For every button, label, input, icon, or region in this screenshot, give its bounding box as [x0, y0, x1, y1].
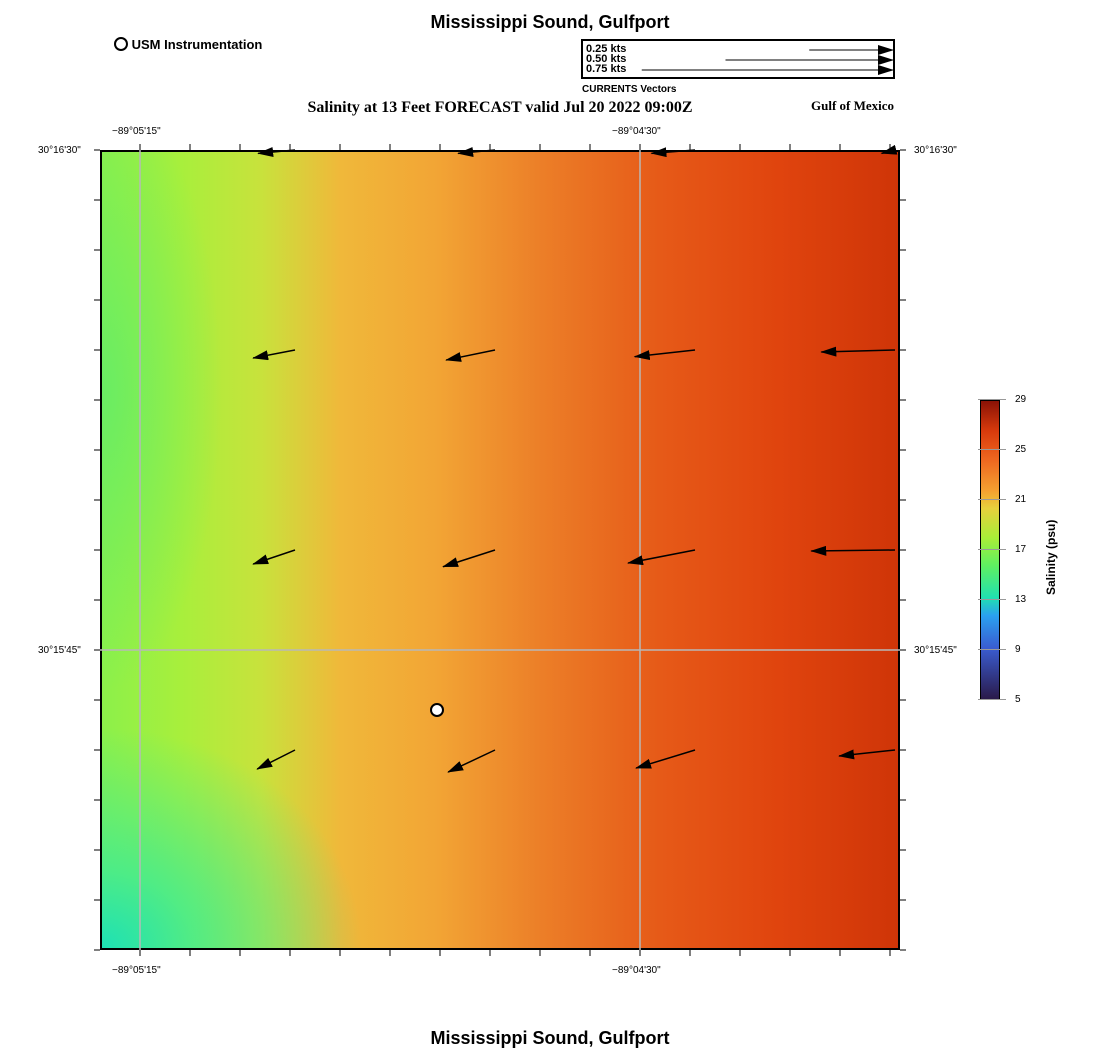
- current-vector: [627, 549, 696, 566]
- map-title: Mississippi Sound, Gulfport: [430, 12, 670, 32]
- colorbar-tick-label: 13: [1015, 594, 1027, 605]
- colorbar-label: Salinity (psu): [1044, 519, 1058, 595]
- current-vector: [635, 749, 696, 769]
- vector-legend-arrows: [641, 45, 894, 75]
- current-vector: [838, 749, 896, 760]
- lon-label-bottom-left: −89°05'15": [112, 965, 161, 976]
- colorbar-tick: [978, 649, 1006, 650]
- station-legend-label: USM Instrumentation: [131, 37, 263, 52]
- colorbar-tick-label: 9: [1015, 644, 1021, 655]
- vector-legend-title: CURRENTS Vectors: [582, 84, 677, 95]
- subtitle: Salinity at 13 Feet FORECAST valid Jul 2…: [307, 99, 693, 116]
- colorbar-tick: [978, 499, 1006, 500]
- current-vector: [447, 749, 496, 773]
- lon-label-top-right: −89°04'30": [612, 126, 661, 137]
- station-marker-icon: [114, 37, 128, 51]
- colorbar-tick: [978, 599, 1006, 600]
- current-vector: [442, 549, 496, 568]
- current-vector: [252, 549, 296, 565]
- colorbar-tick-label: 5: [1015, 694, 1021, 705]
- current-vector: [810, 545, 896, 556]
- current-vector: [880, 144, 898, 155]
- current-vector: [252, 349, 296, 361]
- legend-label: 0.50 kts: [586, 53, 627, 65]
- bottom-title: Mississippi Sound, Gulfport: [430, 1028, 670, 1048]
- current-vector: [445, 349, 496, 362]
- usm-station-marker[interactable]: [430, 703, 444, 717]
- lon-label-bottom-right: −89°04'30": [612, 965, 661, 976]
- colorbar: [980, 400, 1000, 700]
- colorbar-tick: [978, 549, 1006, 550]
- colorbar-tick-label: 17: [1015, 544, 1027, 555]
- region-label: Gulf of Mexico: [811, 98, 895, 113]
- current-vector: [257, 147, 296, 157]
- current-vector: [457, 147, 496, 157]
- lat-label-left-mid: 30°15'45": [38, 645, 81, 656]
- legend-label: 0.25 kts: [586, 43, 627, 55]
- vector-legend-box: 0.25 kts 0.50 kts 0.75 kts: [581, 39, 895, 79]
- colorbar-tick-label: 21: [1015, 494, 1027, 505]
- colorbar-tick-label: 29: [1015, 394, 1027, 405]
- lat-label-right-top: 30°16'30": [914, 145, 957, 156]
- colorbar-tick-label: 25: [1015, 444, 1027, 455]
- colorbar-tick: [978, 399, 1006, 400]
- current-vector: [633, 349, 696, 361]
- colorbar-tick: [978, 699, 1006, 700]
- salinity-map[interactable]: [100, 150, 900, 950]
- lat-label-left-top: 30°16'30": [38, 145, 81, 156]
- station-legend: USM Instrumentation: [114, 37, 262, 52]
- current-vector: [256, 749, 296, 770]
- colorbar-tick: [978, 449, 1006, 450]
- current-vector: [820, 346, 896, 357]
- lat-label-right-mid: 30°15'45": [914, 645, 957, 656]
- legend-label: 0.75 kts: [586, 63, 627, 75]
- current-vector: [650, 147, 696, 158]
- lon-label-top-left: −89°05'15": [112, 126, 161, 137]
